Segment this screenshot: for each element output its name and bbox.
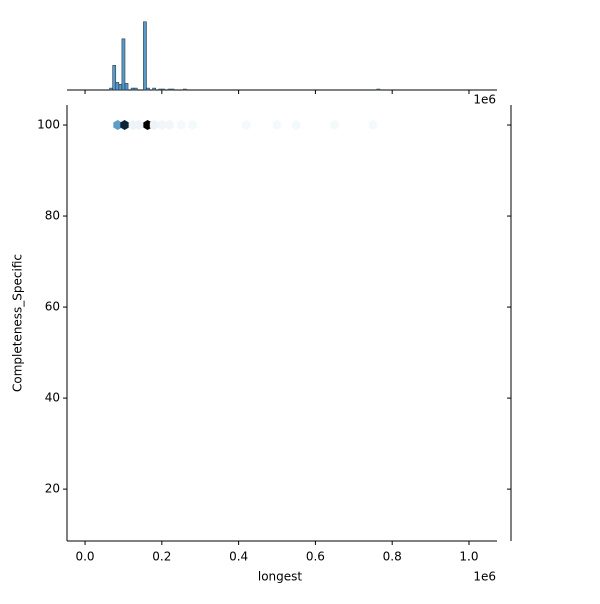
- x-tick-label: 0.0: [75, 550, 94, 564]
- histogram-bar: [109, 87, 113, 91]
- hexbin: [134, 120, 144, 130]
- x-axis-label: longest: [258, 570, 303, 584]
- histogram-bar: [170, 88, 175, 91]
- x-tick-label: 0.8: [383, 550, 402, 564]
- histogram-bar: [161, 88, 166, 91]
- hexbin: [120, 120, 129, 130]
- y-tick-label: 100: [37, 118, 60, 132]
- y-axis-label: Completeness_Specific: [11, 254, 25, 392]
- histogram-bar: [130, 87, 135, 91]
- histogram-bar: [112, 65, 117, 91]
- hexbin: [113, 120, 122, 130]
- hexbin: [291, 120, 301, 130]
- histogram-bar: [121, 38, 126, 91]
- histogram-bar: [167, 88, 172, 91]
- histogram-bar: [183, 88, 187, 91]
- histogram-bar: [158, 88, 163, 91]
- histogram-bar: [143, 21, 147, 91]
- hexbin: [242, 120, 251, 130]
- hexbin: [368, 120, 378, 130]
- hexbin: [188, 120, 197, 130]
- histogram-bar: [118, 84, 123, 91]
- hexbin: [330, 120, 339, 130]
- x-offset-label: 1e6: [473, 570, 496, 584]
- x-tick-label: 1.0: [459, 550, 478, 564]
- hexbin: [149, 120, 159, 130]
- hexbin: [157, 120, 167, 130]
- top-offset-label: 1e6: [473, 93, 496, 107]
- hexbin: [272, 120, 282, 130]
- histogram-bar: [152, 87, 156, 91]
- hexbin: [165, 120, 174, 130]
- y-tick-label: 20: [45, 482, 60, 496]
- y-tick-label: 80: [45, 209, 60, 223]
- x-tick-label: 0.2: [152, 550, 171, 564]
- histogram-bar: [115, 82, 120, 91]
- x-tick-label: 0.4: [229, 550, 248, 564]
- y-tick-label: 40: [45, 391, 60, 405]
- histogram-bar: [133, 87, 138, 91]
- hexbin: [176, 120, 186, 130]
- y-tick-label: 60: [45, 300, 60, 314]
- histogram-bar: [146, 87, 150, 91]
- histogram-bar: [124, 83, 129, 91]
- x-tick-label: 0.6: [306, 550, 325, 564]
- histogram-bar: [376, 88, 381, 91]
